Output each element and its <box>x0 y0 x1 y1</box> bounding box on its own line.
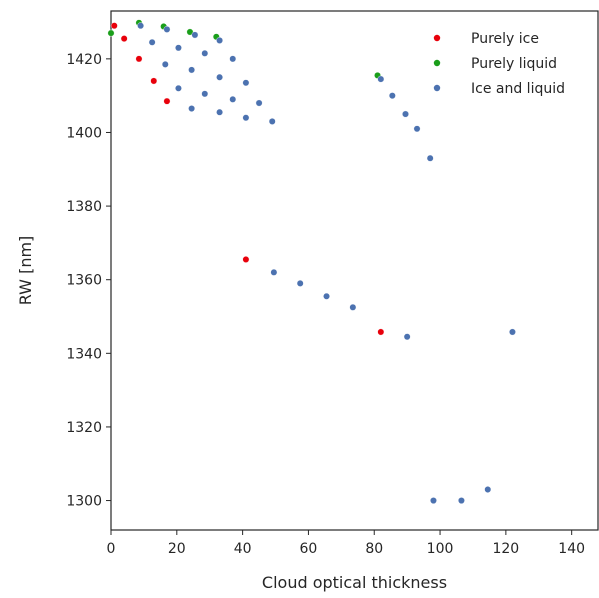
data-point <box>107 29 115 37</box>
data-point <box>201 49 209 57</box>
x-tick-label: 140 <box>558 541 585 557</box>
y-tick-label: 1400 <box>66 125 102 141</box>
data-point <box>509 328 516 336</box>
y-tick-label: 1380 <box>66 199 102 215</box>
data-point <box>216 73 223 81</box>
y-tick-label: 1340 <box>66 346 102 362</box>
x-tick-label: 120 <box>492 541 519 557</box>
y-tick-label: 1360 <box>66 273 102 289</box>
data-point <box>413 125 421 133</box>
legend-marker <box>433 84 441 92</box>
data-point <box>296 279 304 287</box>
axes: 0 20 40 60 80 100 120 140 1300 1320 1340 1360 1380 14… <box>66 52 585 557</box>
y-tick-label: 1420 <box>66 52 102 68</box>
data-point <box>175 84 182 92</box>
x-tick-label: 0 <box>107 541 116 557</box>
data-point <box>403 333 411 341</box>
data-point <box>188 66 196 74</box>
legend-label: Purely liquid <box>471 56 557 72</box>
data-point <box>120 35 128 43</box>
data-point <box>175 44 182 52</box>
data-point <box>242 79 250 87</box>
data-point <box>388 92 396 100</box>
data-point <box>430 497 437 504</box>
data-point <box>270 268 278 276</box>
legend: Purely ice Purely liquid Ice and liquid <box>433 31 565 97</box>
data-point <box>229 95 237 103</box>
data-point <box>268 118 276 125</box>
y-tick-label: 1320 <box>66 420 102 436</box>
data-point <box>135 55 143 63</box>
data-point <box>484 486 492 493</box>
x-tick-label: 60 <box>300 541 318 557</box>
legend-marker <box>433 59 441 67</box>
data-point <box>255 99 263 107</box>
y-tick-label: 1300 <box>66 494 102 510</box>
x-tick-label: 100 <box>427 541 454 557</box>
data-point <box>110 22 118 30</box>
data-point <box>229 55 237 63</box>
x-tick-label: 80 <box>365 541 383 557</box>
data-point <box>186 28 194 36</box>
x-tick-label: 40 <box>234 541 252 557</box>
data-point <box>191 31 199 39</box>
x-axis-label: Cloud optical thickness <box>262 573 447 592</box>
y-axis-label: RW [nm] <box>16 236 35 306</box>
data-point <box>163 26 171 33</box>
data-point <box>323 292 330 300</box>
plot-frame <box>110 10 599 531</box>
data-point <box>188 105 196 112</box>
data-point <box>242 114 250 122</box>
data-point <box>349 303 357 311</box>
legend-marker <box>433 34 441 42</box>
data-point <box>163 97 171 105</box>
plot-area <box>110 10 599 531</box>
data-point <box>426 154 434 162</box>
data-point <box>377 328 385 336</box>
legend-label: Purely ice <box>471 31 539 47</box>
legend-label: Ice and liquid <box>471 81 565 97</box>
data-point <box>161 60 169 68</box>
data-point <box>148 38 156 46</box>
data-points <box>107 19 516 504</box>
data-point <box>201 90 209 98</box>
data-point <box>137 22 145 30</box>
data-point <box>402 110 409 118</box>
data-point <box>150 77 158 85</box>
data-point <box>377 75 385 83</box>
data-point <box>458 497 465 504</box>
x-tick-label: 20 <box>168 541 186 557</box>
data-point <box>242 256 250 263</box>
data-point <box>216 108 223 116</box>
data-point <box>216 37 223 44</box>
